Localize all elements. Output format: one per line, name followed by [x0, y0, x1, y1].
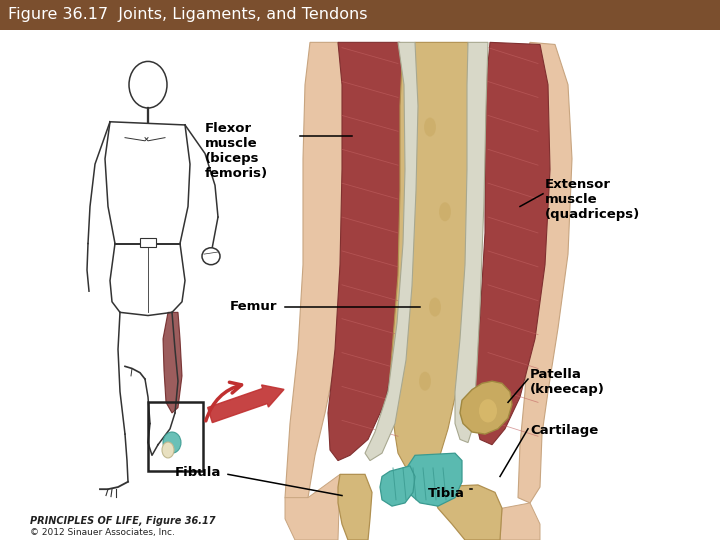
Polygon shape: [518, 42, 572, 503]
Polygon shape: [365, 42, 418, 461]
Ellipse shape: [162, 442, 174, 458]
Text: Figure 36.17  Joints, Ligaments, and Tendons: Figure 36.17 Joints, Ligaments, and Tend…: [8, 8, 367, 22]
Polygon shape: [430, 485, 502, 540]
Ellipse shape: [429, 298, 441, 316]
Ellipse shape: [202, 248, 220, 265]
Polygon shape: [380, 466, 415, 506]
Polygon shape: [285, 42, 348, 508]
Text: Fibula: Fibula: [175, 466, 221, 479]
Polygon shape: [475, 42, 550, 445]
Ellipse shape: [479, 399, 497, 422]
Ellipse shape: [163, 432, 181, 453]
Polygon shape: [460, 381, 512, 434]
Text: Flexor
muscle
(biceps
femoris): Flexor muscle (biceps femoris): [205, 122, 268, 180]
Text: Cartilage: Cartilage: [530, 423, 598, 436]
Polygon shape: [455, 42, 488, 443]
Text: PRINCIPLES OF LIFE, Figure 36.17: PRINCIPLES OF LIFE, Figure 36.17: [30, 516, 215, 526]
Text: © 2012 Sinauer Associates, Inc.: © 2012 Sinauer Associates, Inc.: [30, 528, 175, 537]
Text: Femur: Femur: [230, 300, 277, 313]
Ellipse shape: [439, 202, 451, 221]
Polygon shape: [390, 42, 475, 474]
Ellipse shape: [419, 372, 431, 391]
Text: Patella
(kneecap): Patella (kneecap): [530, 368, 605, 396]
FancyArrow shape: [207, 385, 284, 423]
Ellipse shape: [424, 118, 436, 137]
Polygon shape: [163, 312, 182, 413]
FancyBboxPatch shape: [0, 0, 720, 30]
Polygon shape: [338, 474, 372, 540]
Polygon shape: [500, 503, 540, 540]
Polygon shape: [405, 453, 462, 506]
Text: Extensor
muscle
(quadriceps): Extensor muscle (quadriceps): [545, 178, 640, 221]
Text: Tibia: Tibia: [428, 487, 465, 500]
Ellipse shape: [129, 62, 167, 108]
Polygon shape: [328, 42, 408, 461]
Polygon shape: [285, 474, 340, 540]
FancyBboxPatch shape: [140, 238, 156, 247]
